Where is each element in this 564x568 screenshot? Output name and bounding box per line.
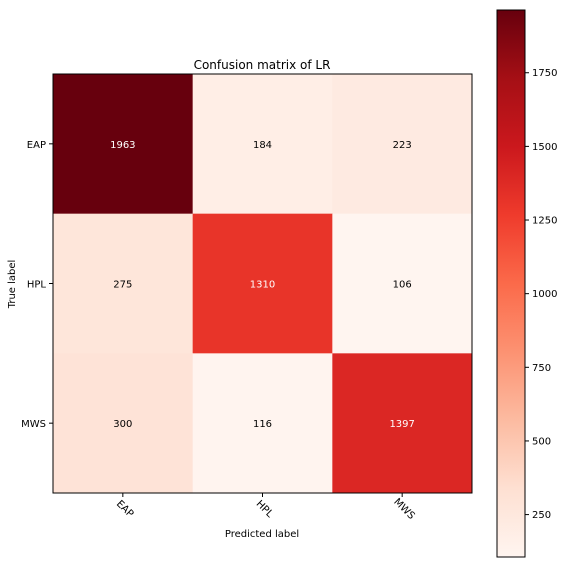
colorbar-tick-label: 1500 — [532, 142, 557, 153]
cell-value-label: 106 — [393, 280, 412, 291]
colorbar-tick-label: 500 — [532, 436, 551, 447]
matrix-cell — [332, 213, 473, 354]
y-axis-label: True label — [7, 260, 18, 310]
colorbar-tick-label: 1750 — [532, 68, 557, 79]
cell-value-label: 275 — [113, 280, 132, 291]
matrix-cell — [332, 74, 473, 215]
x-tick-label: HPL — [254, 499, 276, 521]
colorbar-ticks: 250 500 750 1000 1250 1500 1750 — [525, 68, 557, 521]
y-axis-ticks: EAP HPL MWS — [21, 140, 53, 430]
cell-value-label: 300 — [113, 419, 132, 430]
colorbar-tick-label: 750 — [532, 363, 551, 374]
matrix-cell — [192, 353, 333, 494]
matrix-cell — [192, 213, 333, 354]
chart-title: Confusion matrix of LR — [194, 58, 331, 72]
matrix-cells — [53, 74, 473, 494]
x-tick-label: MWS — [391, 497, 416, 522]
colorbar-tick-label: 1000 — [532, 289, 557, 300]
x-tick-label: EAP — [114, 499, 135, 520]
cell-value-label: 1963 — [110, 140, 135, 151]
x-axis-ticks: EAP HPL MWS — [114, 493, 417, 522]
cell-value-label: 1310 — [250, 280, 275, 291]
cell-value-label: 116 — [253, 419, 272, 430]
matrix-cell — [192, 74, 333, 215]
cell-value-label: 184 — [253, 140, 272, 151]
matrix-cell — [332, 353, 473, 494]
cell-value-label: 1397 — [389, 419, 414, 430]
y-tick-label: MWS — [21, 419, 46, 430]
matrix-cell-labels: 1963 184 223 275 1310 106 300 116 1397 — [110, 140, 415, 430]
matrix-cell — [53, 213, 194, 354]
x-axis-label: Predicted label — [225, 529, 299, 540]
cell-value-label: 223 — [393, 140, 412, 151]
colorbar-tick-label: 250 — [532, 510, 551, 521]
colorbar — [496, 9, 526, 558]
colorbar-tick-label: 1250 — [532, 216, 557, 227]
matrix-cell — [53, 353, 194, 494]
y-tick-label: HPL — [27, 280, 47, 291]
matrix-cell — [53, 74, 194, 215]
y-tick-label: EAP — [27, 140, 46, 151]
